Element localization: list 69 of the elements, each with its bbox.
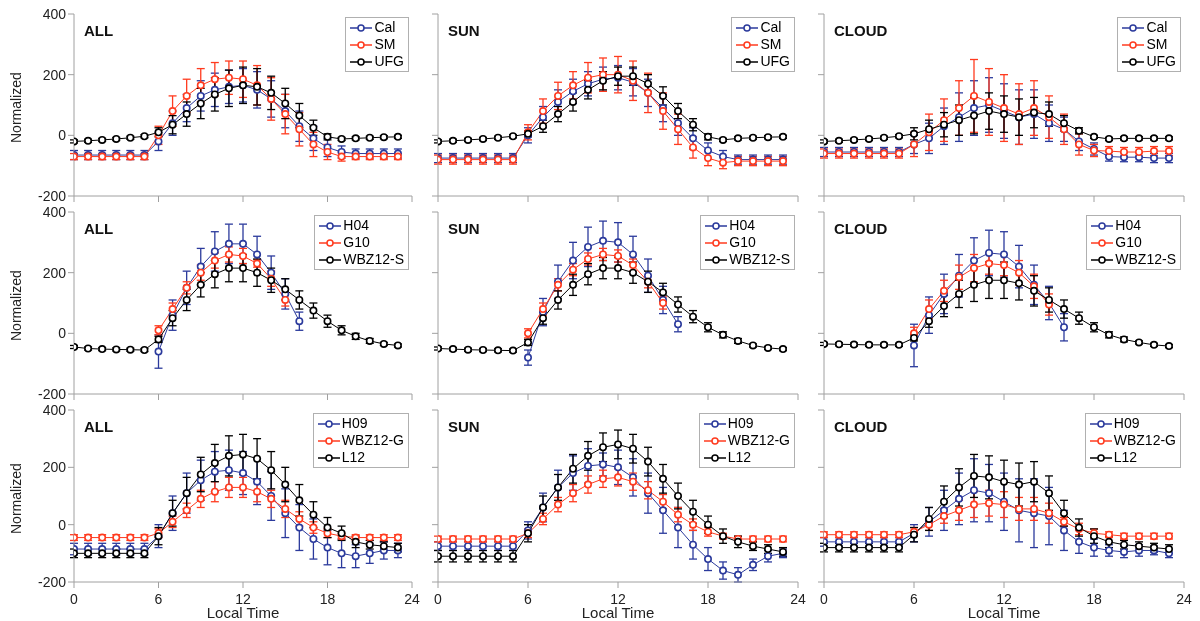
x-tick-label: 12 [996, 591, 1012, 607]
legend-label: L12 [1113, 449, 1138, 466]
legend-label: H04 [729, 217, 755, 234]
legend-label: WBZ12-G [727, 432, 790, 449]
legend-label: WBZ12-S [343, 251, 404, 268]
text: CLOUD [834, 22, 888, 39]
x-tick-label: 18 [1086, 591, 1102, 607]
legend-label: H04 [1115, 217, 1141, 234]
legend-label: Cal [1146, 19, 1168, 36]
x-tick-label: 12 [610, 591, 626, 607]
text: SUN [448, 418, 480, 435]
y-tick-label: 200 [42, 66, 67, 83]
x-tick-label: 0 [70, 591, 79, 607]
legend-label: UFG [1146, 53, 1176, 70]
x-tick-label: 0 [820, 591, 829, 607]
legend-label: G10 [729, 234, 756, 251]
legend-label: SM [760, 36, 782, 53]
x-axis-title: Local Time [206, 604, 280, 621]
legend-label: UFG [374, 53, 404, 70]
legend-label: H09 [1113, 415, 1140, 432]
y-tick-label: 400 [42, 204, 67, 220]
legend-label: WBZ12-S [1115, 251, 1176, 268]
y-tick-label: 200 [42, 459, 67, 476]
legend-label: Cal [374, 19, 396, 36]
text: CLOUD [834, 220, 888, 237]
legend-label: UFG [760, 53, 790, 70]
legend-label: SM [1146, 36, 1168, 53]
y-tick-label: 0 [58, 325, 67, 342]
x-tick-label: 24 [1176, 591, 1192, 607]
x-tick-label: 6 [910, 591, 919, 607]
x-tick-label: 6 [524, 591, 533, 607]
y-tick-label: -200 [37, 574, 67, 590]
text: CLOUD [834, 418, 888, 435]
legend-label: WBZ12-G [1113, 432, 1176, 449]
legend-label: H09 [727, 415, 754, 432]
x-tick-label: 18 [700, 591, 716, 607]
legend-label: WBZ12-S [729, 251, 790, 268]
x-tick-label: 12 [235, 591, 251, 607]
y-tick-label: -200 [37, 188, 67, 204]
y-axis-title: Normalized [7, 463, 24, 534]
x-axis-title: Local Time [967, 604, 1041, 621]
legend-label: L12 [341, 449, 366, 466]
text: ALL [84, 220, 114, 237]
legend-label: H09 [341, 415, 368, 432]
legend-label: G10 [343, 234, 370, 251]
x-tick-label: 24 [404, 591, 420, 607]
text: SUN [448, 220, 480, 237]
text: SUN [448, 22, 480, 39]
y-tick-label: 0 [58, 127, 67, 144]
x-tick-label: 0 [434, 591, 443, 607]
legend-label: WBZ12-G [341, 432, 404, 449]
legend-label: SM [374, 36, 396, 53]
y-tick-label: 0 [58, 516, 67, 533]
legend-label: L12 [727, 449, 752, 466]
legend-label: G10 [1115, 234, 1142, 251]
y-tick-label: 200 [42, 264, 67, 281]
y-tick-label: -200 [37, 386, 67, 402]
x-tick-label: 18 [319, 591, 336, 607]
y-axis-title: Normalized [7, 270, 24, 341]
text: ALL [84, 418, 114, 435]
x-tick-label: 24 [790, 591, 806, 607]
legend-label: Cal [760, 19, 782, 36]
y-tick-label: 400 [42, 6, 67, 22]
text: ALL [84, 22, 114, 39]
x-axis-title: Local Time [581, 604, 655, 621]
x-tick-label: 6 [154, 591, 163, 607]
y-axis-title: Normalized [7, 72, 24, 143]
legend-label: H04 [343, 217, 369, 234]
y-tick-label: 400 [42, 402, 67, 418]
